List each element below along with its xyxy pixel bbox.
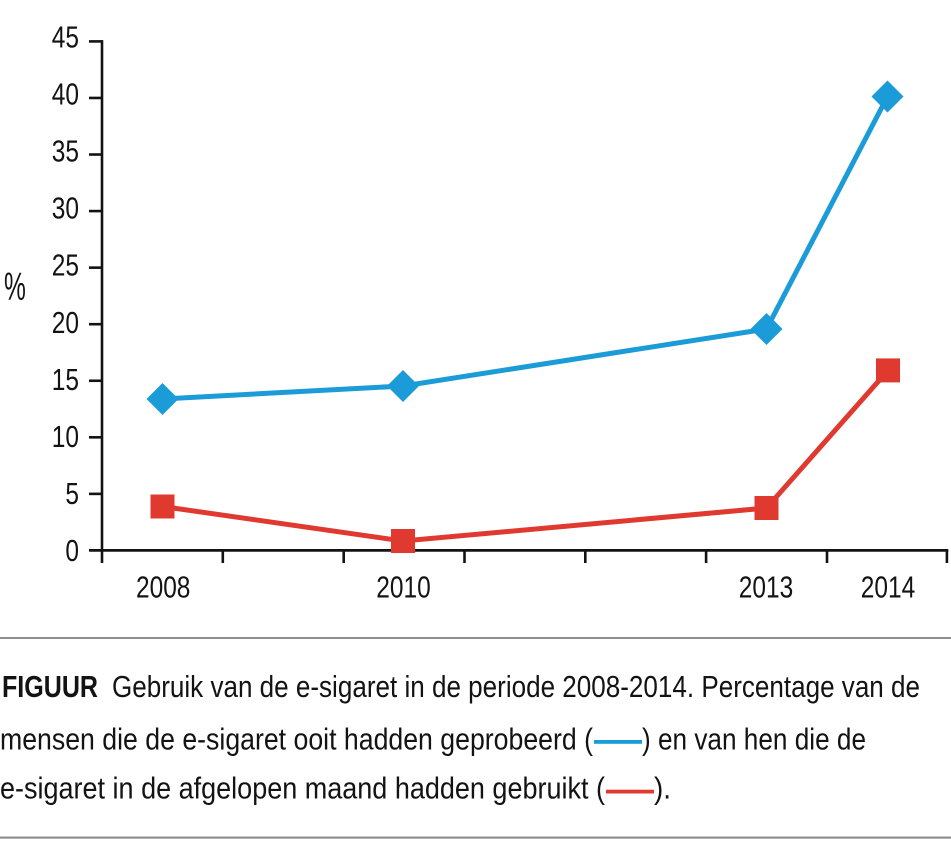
svg-text:35: 35 [52, 134, 79, 168]
svg-text:e-sigaret in de afgelopen maan: e-sigaret in de afgelopen maand hadden g… [0, 771, 606, 806]
svg-text:0: 0 [65, 533, 79, 567]
svg-text:2014: 2014 [861, 570, 915, 604]
svg-text:mensen die de e-sigaret ooit h: mensen die de e-sigaret ooit hadden gepr… [0, 722, 594, 757]
svg-text:30: 30 [52, 191, 79, 225]
svg-text:10: 10 [52, 419, 79, 453]
svg-text:Gebruik van de e-sigaret in de: Gebruik van de e-sigaret in de periode 2… [112, 669, 920, 704]
svg-text:%: % [4, 264, 26, 308]
svg-text:20: 20 [52, 305, 79, 339]
svg-text:15: 15 [52, 362, 79, 396]
svg-text:2008: 2008 [136, 570, 190, 604]
svg-text:) en van hen die de: ) en van hen die de [642, 722, 866, 757]
svg-text:2010: 2010 [376, 570, 430, 604]
svg-text:25: 25 [52, 248, 79, 282]
svg-text:40: 40 [52, 77, 79, 111]
svg-text:FIGUUR: FIGUUR [2, 669, 98, 704]
svg-text:45: 45 [52, 20, 79, 54]
svg-text:5: 5 [65, 476, 79, 510]
svg-text:2013: 2013 [739, 570, 793, 604]
svg-text:).: ). [654, 771, 671, 806]
